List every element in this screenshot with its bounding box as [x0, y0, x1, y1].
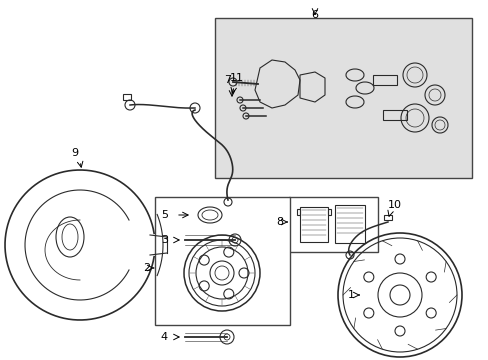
- Text: 11: 11: [229, 73, 244, 83]
- Text: 5: 5: [161, 210, 168, 220]
- Text: 9: 9: [71, 148, 79, 158]
- Text: 7: 7: [224, 75, 231, 85]
- Text: 10: 10: [387, 200, 401, 210]
- Bar: [372, 75, 396, 85]
- Bar: [215, 18, 471, 178]
- Bar: [296, 209, 299, 215]
- Bar: [382, 110, 406, 120]
- Text: 6: 6: [311, 10, 318, 20]
- Text: 8: 8: [275, 217, 283, 227]
- Bar: [383, 215, 391, 220]
- Bar: [155, 197, 289, 325]
- Bar: [327, 209, 330, 215]
- Text: 2: 2: [142, 263, 150, 273]
- Text: 1: 1: [347, 290, 354, 300]
- Text: 3: 3: [161, 235, 168, 245]
- Bar: [288, 197, 377, 252]
- Text: 4: 4: [161, 332, 168, 342]
- Bar: [123, 94, 131, 100]
